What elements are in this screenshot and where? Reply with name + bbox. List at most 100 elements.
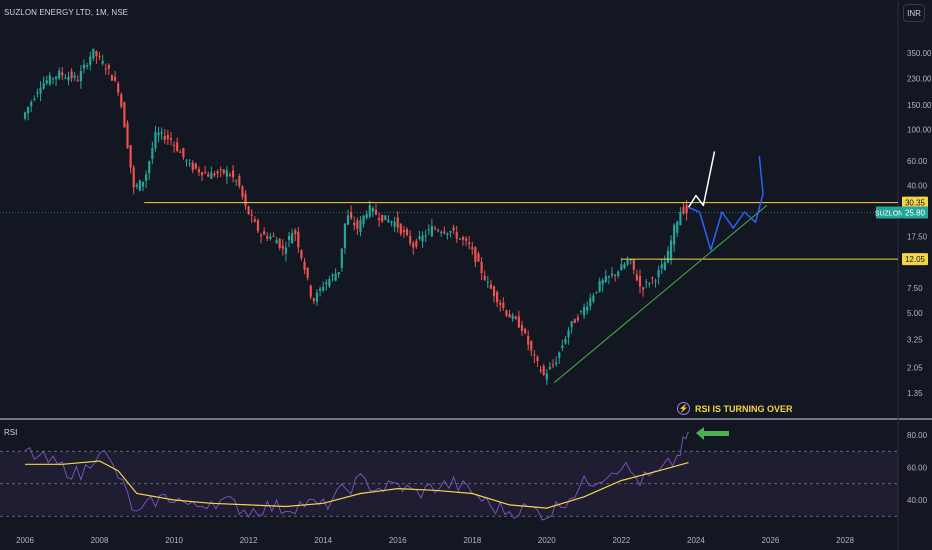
x-tick-label: 2018 [463,536,481,545]
candle-body [623,263,626,269]
candle-body [645,281,648,283]
candle-body [635,274,638,281]
candle-body [626,260,629,265]
candle-body [346,215,350,225]
candle-body [166,135,169,139]
candle-body [586,306,589,311]
candle-body [61,72,64,76]
candle-body [154,131,157,149]
candle-body [673,224,676,245]
candle-body [669,240,673,260]
candle-body [489,284,492,289]
x-tick-label: 2008 [91,536,109,545]
candle-body [82,64,86,69]
candle-body [443,231,446,234]
candle-body [182,148,185,158]
candle-body [309,285,312,297]
candle-body [657,269,660,278]
rsi-callout: ⚡ RSI IS TURNING OVER [677,402,793,415]
candle-body [561,345,564,348]
candle-body [461,236,465,240]
candle-body [362,215,365,225]
candle-body [545,373,548,380]
candle-body [291,233,294,244]
candle-body [567,330,570,338]
candle-body [666,251,670,263]
candle-body [228,174,232,177]
candle-body [437,230,440,232]
candle-body [632,259,635,270]
candle-body [76,80,79,82]
candle-body [579,311,583,313]
candle-body [601,280,604,285]
candle-body [446,233,449,236]
candle-body [449,231,452,233]
candle-body [496,291,499,303]
x-tick-label: 2012 [240,536,258,545]
x-tick-label: 2014 [314,536,332,545]
currency-button[interactable]: INR [903,4,925,22]
candle-body [328,279,331,287]
y-tick-label: 17.50 [907,232,928,241]
candle-body [365,214,368,218]
candle-body [573,319,576,323]
rsi-tick-label: 40.00 [907,496,928,505]
candle-body [427,229,430,231]
candle-body [325,282,328,284]
projection-blue-path [688,155,764,251]
candle-body [527,336,530,345]
candle-body [520,325,524,332]
y-tick-label: 60.00 [907,157,928,166]
symbol-badge-label: SUZLON [875,211,903,218]
y-tick-label: 5.00 [907,309,923,318]
y-tick-label: 350.00 [907,49,932,58]
candle-body [151,148,154,159]
candle-body [418,236,421,240]
candle-body [409,235,412,244]
candle-body [194,163,197,169]
rsi-band-fill [0,451,898,517]
candle-body [244,193,247,206]
candle-body [464,238,468,241]
candle-body [340,248,343,269]
level-badge-label: 30.35 [905,199,926,208]
y-tick-label: 2.05 [907,363,923,372]
candle-body [514,316,517,319]
candle-body [343,223,347,248]
candle-body [135,184,138,187]
candle-body [86,65,89,67]
candle-body [402,230,406,233]
x-tick-label: 2016 [389,536,407,545]
candle-body [542,365,545,375]
candle-body [213,173,216,176]
candle-body [179,151,182,153]
candle-body [539,369,542,371]
candle-body [79,71,82,82]
candle-body [604,276,607,283]
candle-body [259,235,263,237]
candle-body [477,253,480,262]
candle-body [396,217,399,228]
candle-body [455,232,458,239]
candle-body [297,231,300,248]
candle-body [315,292,319,302]
candle-body [188,163,191,165]
candle-body [663,262,666,271]
candle-body [157,132,160,136]
candle-body [318,288,322,291]
level-badge [902,253,928,266]
candle-body [483,275,486,280]
candle-body [33,98,36,100]
candle-body [173,144,176,146]
rsi-tick-label: 60.00 [907,464,928,473]
candle-body [654,280,657,282]
candle-body [23,112,27,119]
candle-body [225,170,228,177]
candle-body [356,220,359,229]
candle-body [117,83,120,93]
candle-body [592,295,595,302]
candle-body [610,273,614,276]
candle-body [287,235,291,241]
candle-body [222,169,225,174]
